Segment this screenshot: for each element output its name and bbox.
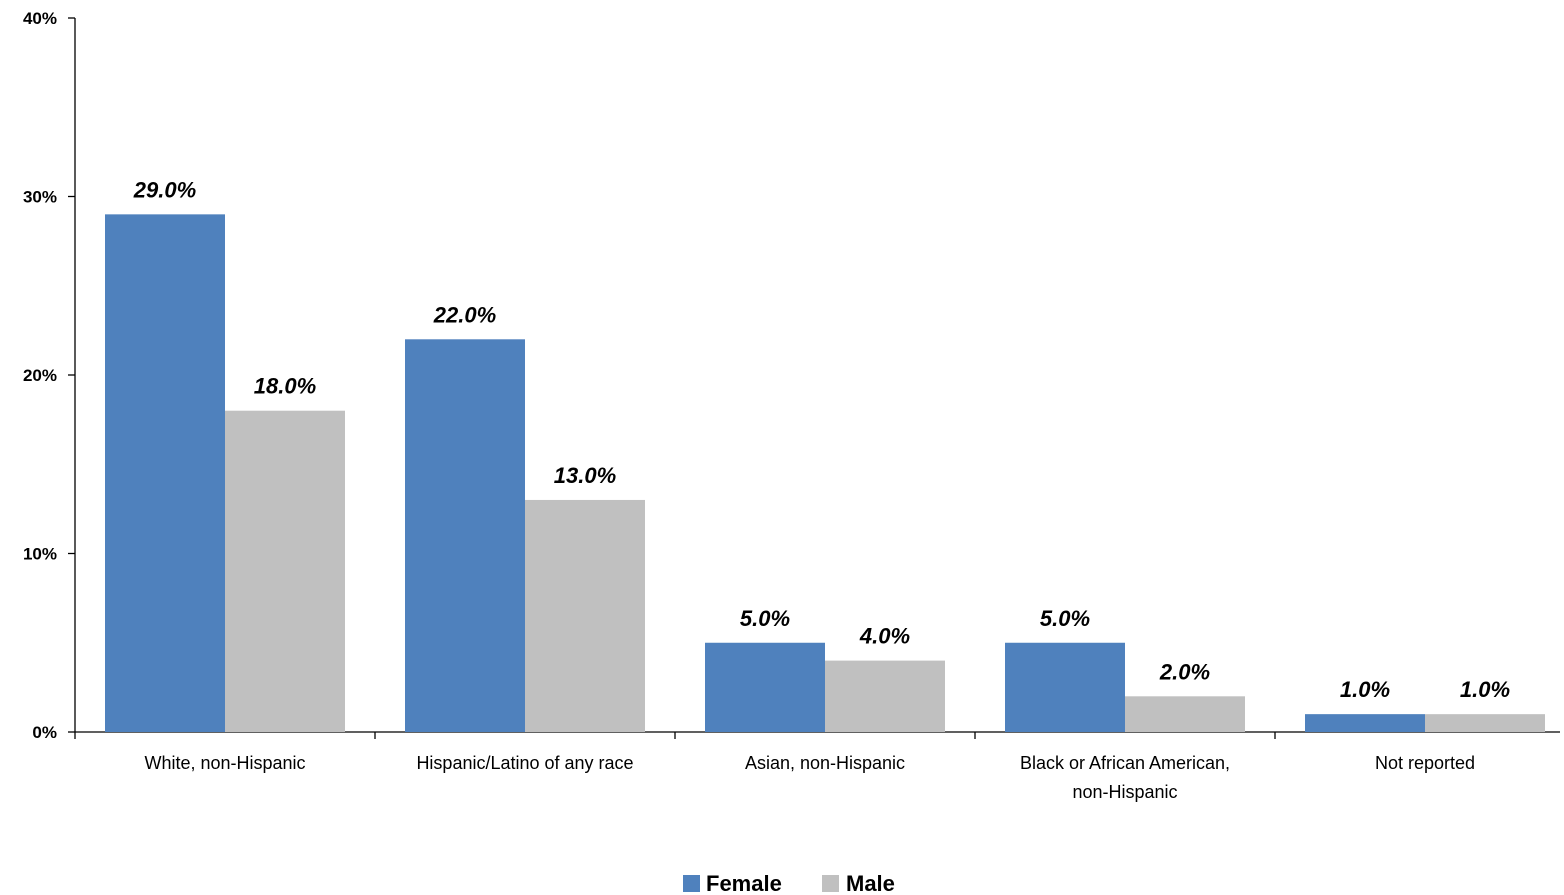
legend-label-female: Female (706, 871, 782, 895)
category-label: Not reported (1375, 753, 1475, 773)
category-label: non-Hispanic (1072, 782, 1177, 802)
y-tick-label: 0% (32, 723, 57, 742)
y-tick-label: 40% (23, 9, 57, 28)
bar-male-2 (825, 660, 945, 732)
legend-label-male: Male (846, 871, 895, 895)
bar-male-3 (1125, 696, 1245, 732)
bar-male-4 (1425, 714, 1545, 732)
y-tick-label: 10% (23, 545, 57, 564)
data-label: 4.0% (859, 624, 910, 649)
bar-female-1 (405, 339, 525, 732)
bar-male-1 (525, 499, 645, 732)
y-tick-label: 30% (23, 188, 57, 207)
category-label: Hispanic/Latino of any race (416, 753, 633, 773)
data-label: 18.0% (254, 374, 316, 399)
data-label: 29.0% (133, 177, 196, 202)
bar-female-4 (1305, 714, 1425, 732)
bar-female-0 (105, 214, 225, 733)
bar-female-2 (705, 642, 825, 732)
y-tick-label: 20% (23, 366, 57, 385)
data-label: 13.0% (554, 463, 616, 488)
data-label: 1.0% (1460, 677, 1510, 702)
legend-swatch-male (822, 875, 839, 892)
data-label: 5.0% (740, 606, 790, 631)
data-label: 1.0% (1340, 677, 1390, 702)
category-label: Asian, non-Hispanic (745, 753, 905, 773)
category-label: White, non-Hispanic (144, 753, 305, 773)
category-label: Black or African American, (1020, 753, 1230, 773)
data-label: 22.0% (433, 302, 496, 327)
bar-male-0 (225, 410, 345, 732)
bar-female-3 (1005, 642, 1125, 732)
data-label: 2.0% (1159, 659, 1210, 684)
legend-swatch-female (683, 875, 700, 892)
data-label: 5.0% (1040, 606, 1090, 631)
